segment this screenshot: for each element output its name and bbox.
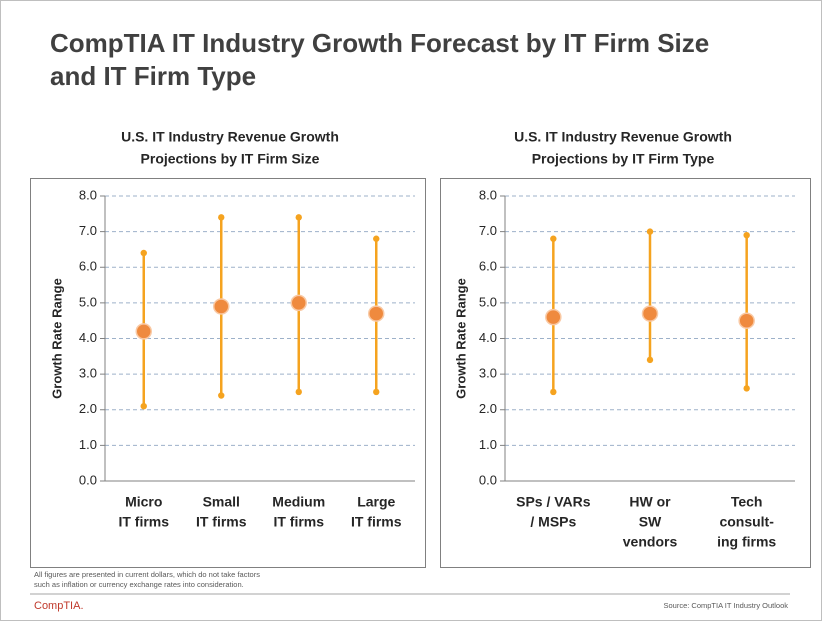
x-tick-label: SW xyxy=(639,514,662,530)
mid-marker xyxy=(545,308,562,326)
y-tick-label: 3.0 xyxy=(79,366,97,381)
y-axis-title: Growth Rate Range xyxy=(49,278,64,399)
high-marker xyxy=(218,214,225,221)
y-tick-label: 7.0 xyxy=(479,223,497,238)
y-tick-label: 3.0 xyxy=(479,366,497,381)
x-tick-label: Large xyxy=(357,494,395,510)
x-tick-label: IT firms xyxy=(118,514,169,530)
chart-title: U.S. IT Industry Revenue Growth xyxy=(514,129,732,145)
mid-marker xyxy=(738,312,755,329)
mid-marker xyxy=(135,323,152,340)
low-marker xyxy=(218,392,225,399)
y-tick-label: 6.0 xyxy=(479,259,497,274)
x-tick-label: IT firms xyxy=(351,514,402,530)
x-tick-label: SPs / VARs xyxy=(516,494,591,510)
x-tick-label: / MSPs xyxy=(530,514,576,530)
low-marker xyxy=(550,388,557,396)
logo: CompTIA. xyxy=(34,600,84,612)
y-tick-label: 2.0 xyxy=(479,401,497,416)
high-marker xyxy=(295,214,302,221)
low-marker xyxy=(646,356,654,364)
chart-title: Projections by IT Firm Size xyxy=(141,151,320,167)
x-tick-label: IT firms xyxy=(273,514,324,530)
x-tick-label: IT firms xyxy=(196,514,247,530)
high-marker xyxy=(646,228,654,235)
x-tick-label: Tech xyxy=(731,494,763,510)
y-axis-title: Growth Rate Range xyxy=(453,278,468,399)
y-tick-label: 7.0 xyxy=(79,223,97,238)
source: Source: CompTIA IT Industry Outlook xyxy=(664,601,789,610)
footnote: All figures are presented in current dol… xyxy=(34,570,260,579)
y-tick-label: 4.0 xyxy=(479,330,497,345)
chart-frame xyxy=(30,178,426,568)
low-marker xyxy=(743,385,750,392)
y-tick-label: 0.0 xyxy=(479,472,497,487)
y-tick-label: 4.0 xyxy=(79,330,97,345)
y-tick-label: 8.0 xyxy=(79,187,97,202)
x-tick-label: Micro xyxy=(125,494,162,510)
y-tick-label: 5.0 xyxy=(79,294,97,309)
mid-marker xyxy=(290,294,307,312)
mid-marker xyxy=(641,305,659,322)
high-marker xyxy=(743,231,750,239)
mid-marker xyxy=(368,305,385,322)
x-tick-label: HW or xyxy=(629,494,671,510)
y-tick-label: 5.0 xyxy=(479,294,497,309)
y-tick-label: 1.0 xyxy=(79,437,97,452)
y-tick-label: 1.0 xyxy=(479,437,497,452)
high-marker xyxy=(140,249,147,257)
y-tick-label: 6.0 xyxy=(79,259,97,274)
chart-title: U.S. IT Industry Revenue Growth xyxy=(121,129,339,145)
slide-title: and IT Firm Type xyxy=(50,61,256,91)
x-tick-label: vendors xyxy=(623,534,678,550)
y-tick-label: 0.0 xyxy=(79,472,97,487)
x-tick-label: Medium xyxy=(272,494,325,510)
y-tick-label: 2.0 xyxy=(79,401,97,416)
x-tick-label: consult- xyxy=(719,514,774,530)
x-tick-label: Small xyxy=(203,494,240,510)
footnote: such as inflation or currency exchange r… xyxy=(34,580,244,589)
low-marker xyxy=(373,388,380,396)
mid-marker xyxy=(213,298,230,315)
y-tick-label: 8.0 xyxy=(479,187,497,202)
chart-frame xyxy=(440,178,811,568)
slide-title: CompTIA IT Industry Growth Forecast by I… xyxy=(50,28,709,58)
x-tick-label: ing firms xyxy=(717,534,776,550)
high-marker xyxy=(550,235,557,242)
low-marker xyxy=(140,402,147,410)
low-marker xyxy=(295,388,302,396)
chart-title: Projections by IT Firm Type xyxy=(532,151,715,167)
high-marker xyxy=(373,235,380,242)
